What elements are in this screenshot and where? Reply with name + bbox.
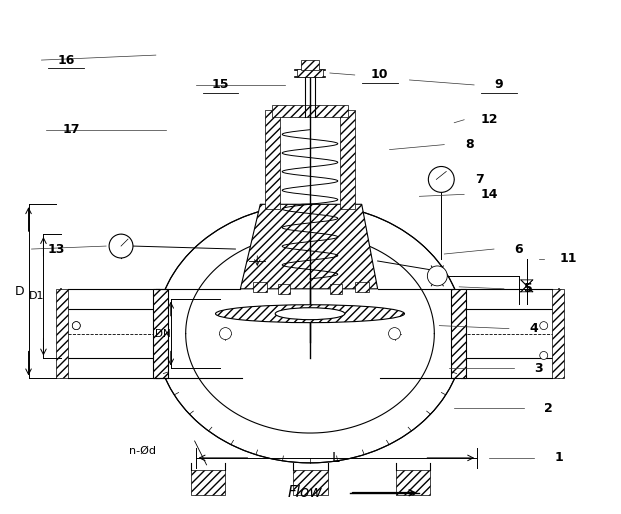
Text: 15: 15 [212,79,229,91]
Ellipse shape [156,204,464,463]
Bar [297,69,323,77]
Text: 16: 16 [58,53,75,67]
Text: 9: 9 [495,79,503,91]
Circle shape [109,234,133,258]
Bar [57,289,68,378]
Text: 6: 6 [515,243,523,255]
Text: 11: 11 [560,252,578,266]
Ellipse shape [215,305,404,323]
Text: 7: 7 [474,173,484,186]
Text: 8: 8 [465,138,473,151]
Text: 13: 13 [48,243,65,255]
Bar [272,105,348,117]
Text: D: D [15,285,24,298]
FancyBboxPatch shape [153,289,168,378]
Text: DN: DN [155,328,171,339]
Text: 3: 3 [535,362,543,375]
Polygon shape [240,204,378,289]
Text: n-Ød: n-Ød [129,446,156,456]
Text: 14: 14 [480,188,498,201]
Ellipse shape [275,308,345,320]
Text: 2: 2 [545,401,553,415]
Bar [253,282,267,292]
Text: L: L [332,451,340,465]
Text: 5: 5 [525,282,533,296]
Bar [551,289,564,378]
Text: D1: D1 [29,291,44,301]
Circle shape [389,327,401,340]
Circle shape [72,322,80,329]
Text: 1: 1 [555,451,563,465]
Text: 17: 17 [63,123,80,136]
Circle shape [219,327,232,340]
Bar [355,282,369,292]
Bar [265,110,280,209]
Bar [278,284,290,294]
Bar [330,284,342,294]
Bar [396,470,430,494]
Bar [301,60,319,70]
Text: Flow: Flow [288,485,322,500]
Bar [340,110,355,209]
Bar [293,470,328,494]
Bar [191,470,225,494]
Circle shape [72,322,80,329]
Text: 12: 12 [480,113,498,126]
Circle shape [427,266,447,286]
Circle shape [540,352,548,359]
Circle shape [428,167,454,192]
Circle shape [540,322,548,329]
Text: 4: 4 [530,322,538,335]
FancyBboxPatch shape [451,289,466,378]
Text: 10: 10 [371,68,388,82]
